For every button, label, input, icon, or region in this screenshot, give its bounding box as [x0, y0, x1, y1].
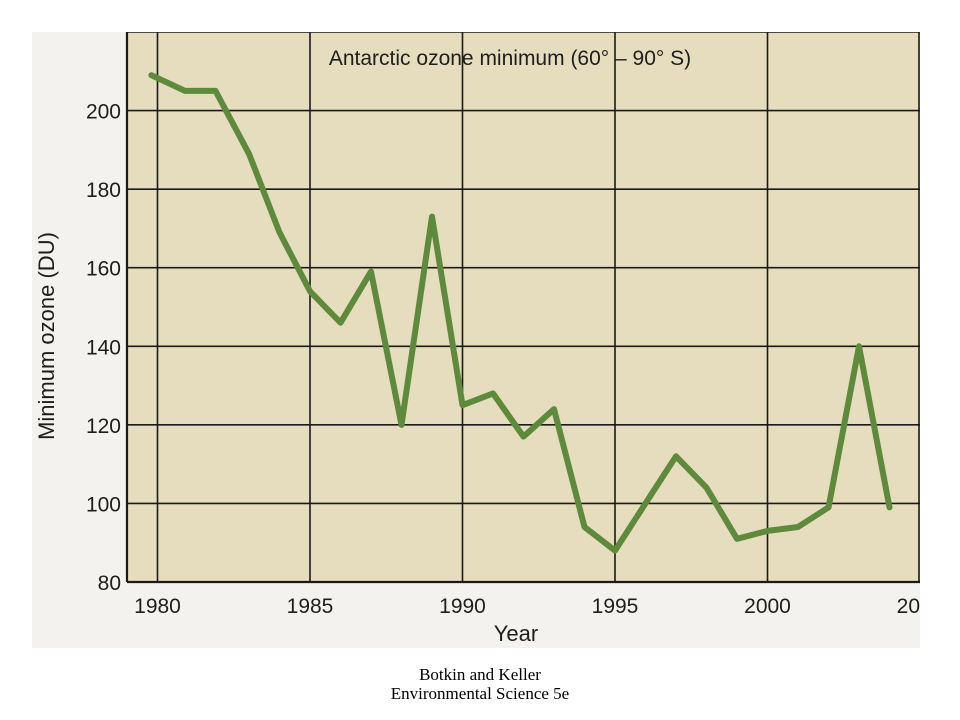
- y-tick-label: 180: [86, 179, 121, 202]
- x-tick-label: 2000: [744, 595, 791, 618]
- caption-book-title: Environmental Science 5e: [390, 684, 570, 703]
- y-tick-label: 200: [86, 101, 121, 124]
- y-tick-label: 140: [86, 336, 121, 359]
- x-tick-label: 1980: [134, 595, 181, 618]
- y-axis-title: Minimum ozone (DU): [34, 232, 59, 440]
- x-tick-label: 1995: [592, 595, 639, 618]
- tick-labels: 1980 1985 1990 1995 2000 2005 80 100 120 140 160 18…: [86, 101, 920, 618]
- x-axis-title: Year: [494, 621, 538, 646]
- ozone-line-chart: 1980 1985 1990 1995 2000 2005 80 100 120 140 160 18…: [34, 32, 920, 646]
- y-tick-label: 100: [86, 493, 121, 516]
- chart-title: Antarctic ozone minimum (60° – 90° S): [329, 47, 691, 70]
- series-layer: [148, 72, 893, 554]
- caption-authors: Botkin and Keller: [419, 665, 541, 684]
- y-tick-label: 160: [86, 258, 121, 281]
- grid-lines: [125, 32, 920, 584]
- x-tick-label: 1985: [287, 595, 334, 618]
- plot-area: [127, 32, 920, 582]
- x-tick-label: 1990: [439, 595, 486, 618]
- y-tick-label: 80: [98, 572, 121, 595]
- chart-figure: 1980 1985 1990 1995 2000 2005 80 100 120 140 160 18…: [32, 32, 920, 648]
- y-tick-label: 120: [86, 415, 121, 438]
- slide-caption: Botkin and Keller Environmental Science …: [0, 665, 960, 703]
- x-tick-label: 2005: [897, 595, 920, 618]
